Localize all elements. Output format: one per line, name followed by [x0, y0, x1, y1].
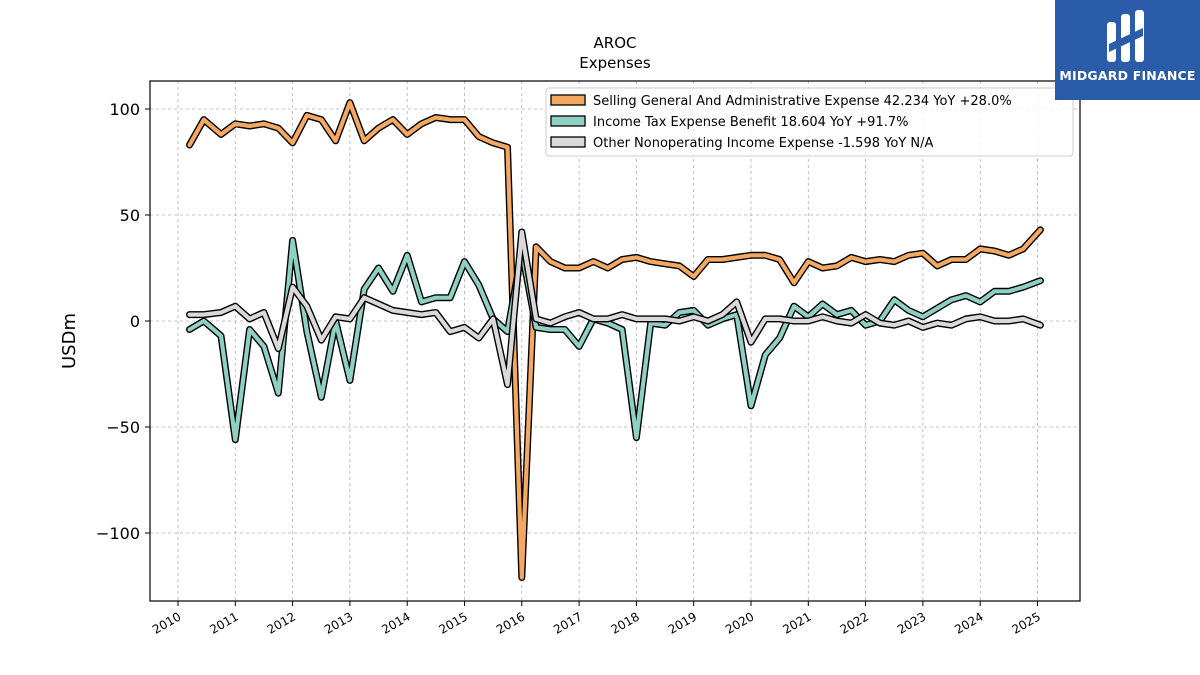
y-tick-label: −50	[106, 418, 140, 437]
x-tick-label: 2012	[265, 609, 298, 636]
x-ticks: 2010 2011 2012 2013 2014 2015 2016 2017 2018 2019…	[150, 601, 1043, 637]
x-tick-label: 2011	[207, 609, 240, 636]
y-tick-label: 0	[130, 312, 140, 331]
chart-title: AROC	[594, 34, 637, 52]
x-tick-label: 2024	[952, 609, 985, 636]
x-tick-label: 2020	[723, 609, 756, 636]
legend-box	[545, 87, 1074, 157]
legend-label-1: Income Tax Expense Benefit 18.604 YoY +9…	[593, 115, 908, 130]
x-tick-label: 2017	[551, 609, 584, 636]
x-tick-label: 2025	[1010, 609, 1043, 636]
x-tick-label: 2019	[666, 609, 699, 636]
series-outline-1	[186, 236, 1044, 444]
logo-mark-icon	[1107, 10, 1144, 62]
y-tick-label: −100	[96, 524, 140, 543]
x-tick-label: 2022	[838, 609, 871, 636]
chart-subtitle: Expenses	[579, 54, 651, 72]
series-line-1	[187, 238, 1043, 442]
grid	[150, 81, 1080, 601]
y-tick-label: 50	[120, 206, 140, 225]
legend-label-0: Selling General And Administrative Expen…	[593, 94, 1012, 109]
x-tick-label: 2018	[608, 609, 641, 636]
x-tick-label: 2021	[780, 609, 813, 636]
y-tick-label: 100	[109, 100, 140, 119]
y-ticks: 100 50 0 −50 −100	[96, 100, 150, 543]
brand-logo: MIDGARD FINANCE	[1055, 0, 1200, 100]
series-layer	[186, 99, 1044, 581]
y-axis-label: USDm	[59, 313, 80, 369]
x-tick-label: 2014	[379, 609, 412, 636]
legend-label-2: Other Nonoperating Income Expense -1.598…	[593, 136, 933, 151]
series-outline-0	[186, 99, 1044, 581]
x-tick-label: 2016	[494, 609, 527, 636]
legend-swatch-0	[550, 94, 586, 106]
x-tick-label: 2015	[437, 609, 470, 636]
legend: Selling General And Administrative Expen…	[545, 87, 1074, 157]
x-tick-label: 2010	[150, 609, 183, 636]
logo-text: MIDGARD FINANCE	[1059, 68, 1196, 83]
legend-swatch-2	[550, 136, 586, 148]
series-line-2	[187, 229, 1043, 387]
x-tick-label: 2013	[322, 609, 355, 636]
x-tick-label: 2023	[895, 609, 928, 636]
series-line-0	[187, 100, 1043, 580]
plot-frame	[149, 80, 1081, 602]
legend-swatch-1	[550, 115, 586, 127]
